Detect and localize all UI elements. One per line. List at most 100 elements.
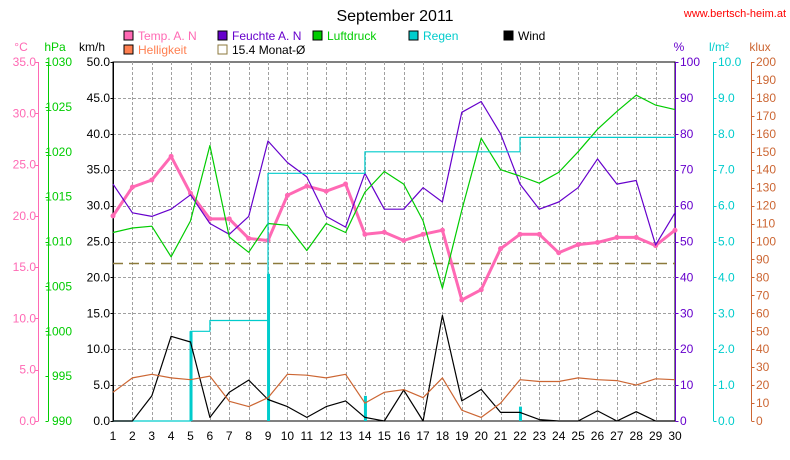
x-tick-label: 23 xyxy=(533,429,547,443)
rain-tick-label: 7.0 xyxy=(718,163,735,177)
legend-swatch xyxy=(123,44,134,55)
legend-label: Temp. A. N xyxy=(138,29,197,43)
lux-tick-label: 70 xyxy=(756,288,770,302)
legend-label: Helligkeit xyxy=(138,43,187,57)
series-line-luftdruck xyxy=(112,94,676,289)
lux-tick-label: 10 xyxy=(756,396,770,410)
series-line-temp-a-n xyxy=(111,154,676,302)
rain-tick-label: 4.0 xyxy=(718,270,735,284)
temp-tick-label: 35.0 xyxy=(13,55,37,69)
lux-tick-label: 50 xyxy=(756,324,770,338)
x-tick-label: 5 xyxy=(187,429,194,443)
rain-tick-label: 10.0 xyxy=(718,55,742,69)
data-point-temp-a-n xyxy=(323,188,329,194)
rain-bar xyxy=(363,395,367,421)
data-point-temp-a-n xyxy=(284,192,290,198)
x-tick-label: 3 xyxy=(148,429,155,443)
x-tick-label: 20 xyxy=(475,429,489,443)
hum-tick-label: 100 xyxy=(680,55,700,69)
rain-tick-label: 5.0 xyxy=(718,235,735,249)
legend-swatch xyxy=(503,30,514,41)
wind-tick-label: 25.0 xyxy=(87,235,111,249)
lux-tick-label: 150 xyxy=(756,145,776,159)
legend-swatch xyxy=(312,30,323,41)
data-point-temp-a-n xyxy=(149,177,155,183)
lux-tick-label: 130 xyxy=(756,181,776,195)
hum-tick-label: 90 xyxy=(680,91,694,105)
hum-tick-label: 70 xyxy=(680,163,694,177)
data-point-temp-a-n xyxy=(226,216,232,222)
lux-tick-label: 80 xyxy=(756,270,770,284)
wind-tick-label: 15.0 xyxy=(87,306,111,320)
press-tick-label: 995 xyxy=(52,369,72,383)
legend-label: Feuchte A. N xyxy=(232,29,301,43)
data-point-temp-a-n xyxy=(439,227,445,233)
wind-tick-label: 30.0 xyxy=(87,199,111,213)
x-tick-label: 12 xyxy=(319,429,333,443)
data-point-temp-a-n xyxy=(517,231,523,237)
data-point-temp-a-n xyxy=(246,235,252,241)
data-point-temp-a-n xyxy=(129,184,135,190)
x-tick-label: 9 xyxy=(265,429,272,443)
rain-tick-label: 2.0 xyxy=(718,342,735,356)
press-tick-label: 990 xyxy=(52,414,72,428)
x-tick-label: 7 xyxy=(226,429,233,443)
lux-tick-label: 60 xyxy=(756,306,770,320)
wind-tick-label: 5.0 xyxy=(93,378,110,392)
wind-tick-label: 40.0 xyxy=(87,127,111,141)
lux-tick-label: 160 xyxy=(756,127,776,141)
x-tick-label: 8 xyxy=(245,429,252,443)
x-tick-label: 2 xyxy=(129,429,136,443)
lux-tick-label: 200 xyxy=(756,55,776,69)
axes xyxy=(35,62,755,422)
lux-tick-label: 90 xyxy=(756,252,770,266)
hum-tick-label: 50 xyxy=(680,235,694,249)
rain-bar xyxy=(518,406,522,421)
data-point-temp-a-n xyxy=(110,213,116,219)
x-tick-label: 1 xyxy=(110,429,117,443)
data-point-temp-a-n xyxy=(304,183,310,189)
x-tick-label: 18 xyxy=(436,429,450,443)
lux-tick-label: 100 xyxy=(756,235,776,249)
wind-tick-label: 10.0 xyxy=(87,342,111,356)
lux-unit-label: klux xyxy=(749,40,770,54)
x-tick-label: 17 xyxy=(416,429,430,443)
x-tick-label: 4 xyxy=(168,429,175,443)
press-tick-label: 1020 xyxy=(45,145,72,159)
x-tick-label: 13 xyxy=(339,429,353,443)
lux-tick-label: 30 xyxy=(756,360,770,374)
temp-tick-label: 5.0 xyxy=(19,363,36,377)
data-point-temp-a-n xyxy=(536,231,542,237)
legend-label: Luftdruck xyxy=(327,29,377,43)
rain-tick-label: 9.0 xyxy=(718,91,735,105)
press-tick-label: 1030 xyxy=(45,55,72,69)
temp-tick-label: 25.0 xyxy=(13,158,37,172)
rain-tick-label: 6.0 xyxy=(718,199,735,213)
press-tick-label: 1015 xyxy=(45,190,72,204)
rain-tick-label: 1.0 xyxy=(718,378,735,392)
lux-tick-label: 20 xyxy=(756,378,770,392)
lux-tick-label: 170 xyxy=(756,109,776,123)
grid xyxy=(112,61,676,422)
x-tick-label: 16 xyxy=(397,429,411,443)
legend: Temp. A. N Feuchte A. N Luftdruck Regen Wind… xyxy=(123,29,545,57)
data-point-temp-a-n xyxy=(459,297,465,303)
hum-tick-label: 10 xyxy=(680,378,694,392)
x-tick-label: 30 xyxy=(668,429,682,443)
x-tick-label: 11 xyxy=(301,429,314,443)
series-line-wind xyxy=(113,314,675,422)
lux-tick-label: 0 xyxy=(756,414,763,428)
legend-swatch xyxy=(217,30,228,41)
legend-swatch xyxy=(123,30,134,41)
wind-tick-label: 45.0 xyxy=(87,91,111,105)
x-tick-label: 27 xyxy=(610,429,624,443)
rain-tick-label: 3.0 xyxy=(718,306,735,320)
temp-tick-label: 20.0 xyxy=(13,209,37,223)
data-point-temp-a-n xyxy=(168,153,174,159)
data-point-temp-a-n xyxy=(362,231,368,237)
hum-tick-label: 30 xyxy=(680,306,694,320)
temp-unit-label: °C xyxy=(14,40,28,54)
website-url[interactable]: www.bertsch-heim.at xyxy=(683,8,786,20)
data-point-temp-a-n xyxy=(556,250,562,256)
wind-tick-label: 20.0 xyxy=(87,270,111,284)
